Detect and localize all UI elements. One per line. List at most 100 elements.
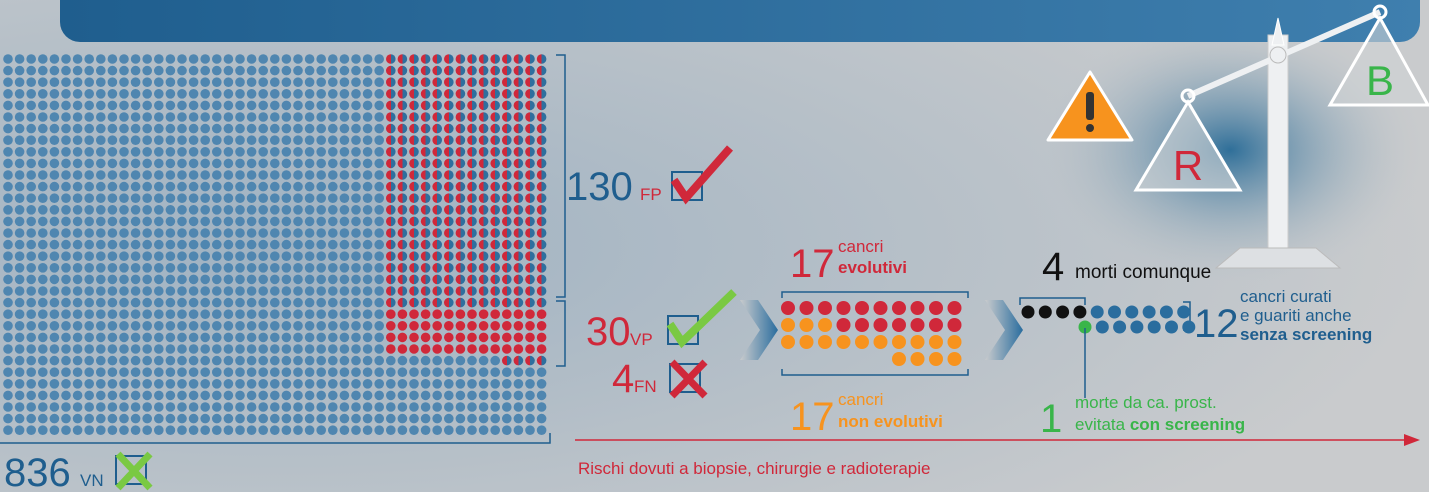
dot: [270, 170, 280, 180]
dot: [525, 124, 535, 134]
dot: [328, 228, 338, 238]
dot: [15, 263, 25, 273]
dot: [800, 318, 814, 332]
dot: [537, 54, 547, 64]
dot: [3, 286, 13, 296]
dot: [224, 356, 234, 366]
dot: [61, 77, 71, 87]
dot: [166, 402, 176, 412]
dot: [61, 124, 71, 134]
dot: [166, 159, 176, 169]
dot: [142, 54, 152, 64]
dot: [38, 356, 48, 366]
dot: [432, 228, 442, 238]
dot: [235, 124, 245, 134]
dot: [258, 66, 268, 76]
dot: [235, 402, 245, 412]
dot: [3, 205, 13, 215]
dot: [351, 147, 361, 157]
dot: [142, 205, 152, 215]
dot: [200, 228, 210, 238]
dot: [96, 298, 106, 308]
dot: [26, 101, 36, 111]
dot: [340, 321, 350, 331]
dot: [26, 170, 36, 180]
dot: [235, 298, 245, 308]
dot: [398, 193, 408, 203]
dot: [374, 402, 384, 412]
dot: [351, 333, 361, 343]
dot: [50, 321, 60, 331]
dot: [386, 379, 396, 389]
dot: [363, 379, 373, 389]
dot: [38, 344, 48, 354]
dot: [258, 356, 268, 366]
dot: [282, 321, 292, 331]
dot: [200, 124, 210, 134]
dot: [212, 54, 222, 64]
dot: [398, 101, 408, 111]
dot: [444, 124, 454, 134]
dot: [3, 344, 13, 354]
dot: [26, 182, 36, 192]
dot: [305, 124, 315, 134]
dot: [328, 77, 338, 87]
dot: [247, 228, 257, 238]
dot: [200, 101, 210, 111]
dot: [26, 356, 36, 366]
dot: [293, 217, 303, 227]
dot: [398, 205, 408, 215]
dot: [293, 112, 303, 122]
dot: [235, 159, 245, 169]
dot: [874, 318, 888, 332]
dot: [351, 135, 361, 145]
dot: [38, 367, 48, 377]
dot: [525, 391, 535, 401]
dot: [96, 321, 106, 331]
dot: [502, 66, 512, 76]
dot: [200, 425, 210, 435]
dot: [61, 101, 71, 111]
dot: [50, 298, 60, 308]
dot: [61, 344, 71, 354]
dot: [502, 275, 512, 285]
dot: [409, 193, 419, 203]
dot: [444, 77, 454, 87]
dot: [363, 425, 373, 435]
dot: [235, 54, 245, 64]
non-evolutive-count: 17: [790, 395, 835, 439]
dot: [73, 147, 83, 157]
infographic: 130 FP 30 VP 4 FN 836 VN 17 cancri evolu…: [0, 0, 1429, 492]
dot: [200, 367, 210, 377]
dot: [374, 170, 384, 180]
dot: [258, 147, 268, 157]
dot: [38, 147, 48, 157]
dot: [61, 425, 71, 435]
dot: [467, 414, 477, 424]
dot: [514, 379, 524, 389]
dot: [247, 66, 257, 76]
dot: [467, 77, 477, 87]
dot: [235, 135, 245, 145]
dot: [525, 135, 535, 145]
dot: [84, 147, 94, 157]
dot: [456, 217, 466, 227]
dot: [421, 321, 431, 331]
dot: [235, 240, 245, 250]
dot: [409, 147, 419, 157]
dot: [3, 112, 13, 122]
dot: [514, 66, 524, 76]
dot: [328, 298, 338, 308]
dot: [142, 135, 152, 145]
dot: [467, 425, 477, 435]
dot: [73, 89, 83, 99]
dot: [340, 333, 350, 343]
dot: [212, 240, 222, 250]
dot: [224, 101, 234, 111]
dot: [444, 286, 454, 296]
dot: [38, 333, 48, 343]
dot: [1108, 306, 1121, 319]
dot: [305, 112, 315, 122]
dot: [154, 112, 164, 122]
dot: [456, 124, 466, 134]
